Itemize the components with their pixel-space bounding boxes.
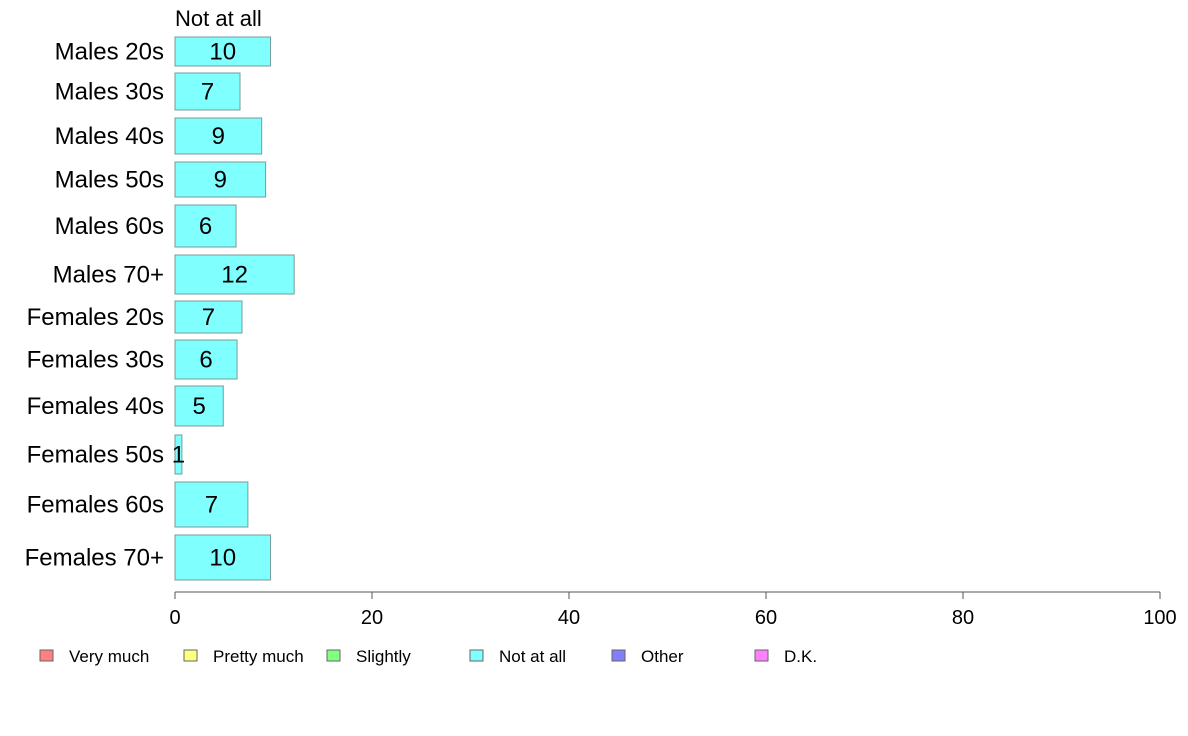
category-label: Females 70+	[25, 545, 164, 572]
bar-value-label: 7	[202, 304, 215, 331]
legend-label: Other	[641, 647, 684, 666]
category-label: Males 20s	[55, 39, 164, 66]
bar	[174, 254, 295, 295]
bar-value-label: 1	[172, 442, 185, 469]
category-label: Females 40s	[27, 393, 164, 420]
bar	[174, 300, 243, 334]
bar-value-label: 7	[205, 492, 218, 519]
bar-value-label: 6	[199, 213, 212, 240]
legend: Very much Pretty much Slightly Not at all Ot…	[39, 647, 817, 666]
bar-value-label: 10	[209, 545, 236, 572]
legend-swatch	[754, 649, 769, 662]
category-label: Males 50s	[55, 167, 164, 194]
bar-value-label: 9	[212, 123, 225, 150]
category-label: Females 20s	[27, 304, 164, 331]
bar	[174, 204, 237, 248]
category-label: Females 60s	[27, 492, 164, 519]
category-label: Females 30s	[27, 347, 164, 374]
legend-label: D.K.	[784, 647, 817, 666]
x-tick-label: 80	[952, 607, 974, 629]
legend-label: Pretty much	[213, 647, 304, 666]
legend-swatch	[326, 649, 341, 662]
bar	[174, 339, 238, 380]
bars-group: Males 20s 10 Males 30s 7 Males 40s 9 Males 50s…	[25, 36, 295, 581]
legend-label: Not at all	[499, 647, 566, 666]
bar	[174, 385, 224, 427]
legend-item: D.K.	[754, 647, 817, 666]
legend-item: Slightly	[326, 647, 411, 666]
bar	[174, 117, 263, 155]
bar	[174, 534, 272, 581]
bar	[174, 36, 272, 67]
bar	[174, 481, 249, 528]
legend-swatch	[39, 649, 54, 662]
bar	[174, 434, 183, 475]
legend-item: Pretty much	[183, 647, 304, 666]
bar	[174, 161, 267, 198]
category-label: Males 40s	[55, 123, 164, 150]
legend-item: Not at all	[469, 647, 566, 666]
legend-swatch	[611, 649, 626, 662]
bar-value-label: 12	[221, 262, 248, 289]
legend-item: Other	[611, 647, 684, 666]
category-label: Males 30s	[55, 79, 164, 106]
x-tick-label: 60	[755, 607, 777, 629]
bar-value-label: 9	[214, 167, 227, 194]
bar-value-label: 6	[199, 347, 212, 374]
series-header: Not at all	[175, 6, 262, 31]
x-tick-label: 20	[361, 607, 383, 629]
legend-item: Very much	[39, 647, 149, 666]
bar-value-label: 7	[201, 79, 214, 106]
bar	[174, 72, 241, 111]
bar-value-label: 5	[192, 393, 205, 420]
x-tick-label: 100	[1143, 607, 1176, 629]
legend-label: Slightly	[356, 647, 411, 666]
legend-label: Very much	[69, 647, 149, 666]
category-label: Males 60s	[55, 213, 164, 240]
category-label: Females 50s	[27, 442, 164, 469]
x-tick-label: 0	[169, 607, 180, 629]
x-tick-label: 40	[558, 607, 580, 629]
legend-swatch	[469, 649, 484, 662]
category-label: Males 70+	[53, 262, 164, 289]
bar-value-label: 10	[209, 39, 236, 66]
x-axis: 0 20 40 60 80 100	[169, 591, 1177, 629]
legend-swatch	[183, 649, 198, 662]
